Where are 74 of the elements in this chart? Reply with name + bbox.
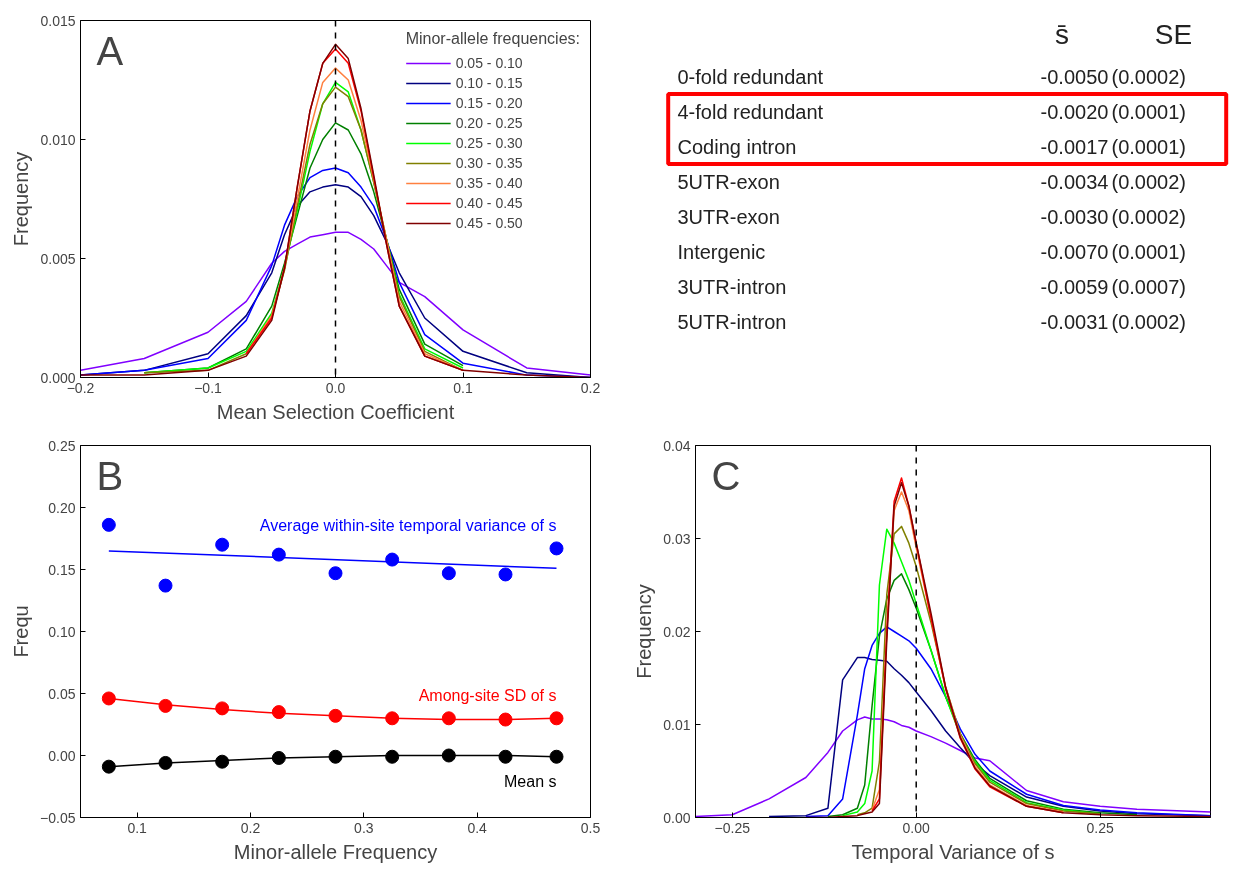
x-axis-title: Temporal Variance of s <box>851 840 1055 863</box>
text: (0.0007) <box>1111 275 1186 298</box>
legend-title: Minor-allele frequencies: <box>405 30 580 48</box>
text: -0.0020 <box>1040 100 1109 123</box>
y-axis-title: Frequency <box>633 584 656 679</box>
text: (0.0002) <box>1111 65 1186 88</box>
series-label: Mean s <box>504 772 557 790</box>
text: SE <box>1154 19 1193 50</box>
text: s̄ <box>1054 19 1069 50</box>
legend-label: 0.10 - 0.15 <box>455 75 523 91</box>
text: Intergenic <box>677 240 766 263</box>
text: 5UTR-intron <box>677 310 787 333</box>
chart-title: B <box>96 453 124 498</box>
x-tick-label: 0.4 <box>467 819 488 836</box>
x-tick-label: 0.1 <box>127 819 148 836</box>
y-tick-label: 0.03 <box>663 530 691 547</box>
y-tick-label: 0.02 <box>663 623 691 640</box>
text: Coding intron <box>677 135 797 158</box>
text: 3UTR-intron <box>677 275 787 298</box>
x-tick-label: 0.1 <box>453 379 473 396</box>
text: -0.0070 <box>1040 240 1109 263</box>
text: (0.0001) <box>1111 100 1186 123</box>
text: -0.0031 <box>1040 310 1109 333</box>
x-tick-label: 0.5 <box>580 819 601 836</box>
y-tick-label: 0.25 <box>48 437 76 454</box>
text: -0.0017 <box>1040 135 1109 158</box>
y-axis-title: Frequ <box>10 605 33 658</box>
y-axis-title: Frequency <box>10 151 33 247</box>
y-tick-label: 0.20 <box>48 499 76 516</box>
legend-label: 0.15 - 0.20 <box>455 95 523 111</box>
x-axis-title: Minor-allele Frequency <box>233 840 438 863</box>
y-tick-label: 0.005 <box>40 250 76 267</box>
x-tick-label: 0.2 <box>240 819 261 836</box>
text: (0.0001) <box>1111 135 1186 158</box>
legend-label: 0.05 - 0.10 <box>455 55 523 71</box>
chart-title: C <box>711 453 741 498</box>
y-tick-label: 0.01 <box>663 716 691 733</box>
x-tick-label: 0.25 <box>1086 819 1114 836</box>
text: (0.0001) <box>1111 240 1186 263</box>
y-tick-label: 0.00 <box>48 747 76 764</box>
legend-label: 0.30 - 0.35 <box>455 155 523 171</box>
chart-title: A <box>96 28 124 73</box>
text: 5UTR-exon <box>677 170 780 193</box>
y-tick-label: −0.05 <box>40 809 76 826</box>
text: -0.0050 <box>1040 65 1109 88</box>
text: (0.0002) <box>1111 205 1186 228</box>
x-tick-label: 0.00 <box>902 819 931 836</box>
y-tick-label: 0.015 <box>40 12 76 29</box>
legend-label: 0.35 - 0.40 <box>455 175 523 191</box>
series-label: Among-site SD of s <box>418 687 557 705</box>
x-tick-label: −0.25 <box>714 819 751 836</box>
text: 0-fold redundant <box>677 65 824 88</box>
text: (0.0002) <box>1111 310 1186 333</box>
legend-label: 0.40 - 0.45 <box>455 195 523 211</box>
x-tick-label: 0.2 <box>580 379 601 396</box>
text: -0.0030 <box>1040 205 1109 228</box>
text: (0.0002) <box>1111 170 1186 193</box>
text: -0.0034 <box>1040 170 1109 193</box>
series-label: Average within-site temporal variance of s <box>259 517 557 535</box>
y-tick-label: 0.04 <box>663 437 691 454</box>
x-tick-label: 0.3 <box>354 819 374 836</box>
y-tick-label: 0.15 <box>48 561 76 578</box>
text: 4-fold redundant <box>677 100 824 123</box>
x-tick-label: −0.1 <box>194 379 223 396</box>
x-axis-title: Mean Selection Coefficient <box>216 400 455 423</box>
legend-label: 0.45 - 0.50 <box>455 215 523 231</box>
y-tick-label: 0.05 <box>48 685 76 702</box>
legend-label: 0.25 - 0.30 <box>455 135 523 151</box>
text: -0.0059 <box>1040 275 1109 298</box>
text: 3UTR-exon <box>677 205 780 228</box>
legend-label: 0.20 - 0.25 <box>455 115 523 131</box>
y-tick-label: 0.010 <box>40 131 76 148</box>
y-tick-label: 0.10 <box>48 623 76 640</box>
x-tick-label: 0.0 <box>325 379 346 396</box>
